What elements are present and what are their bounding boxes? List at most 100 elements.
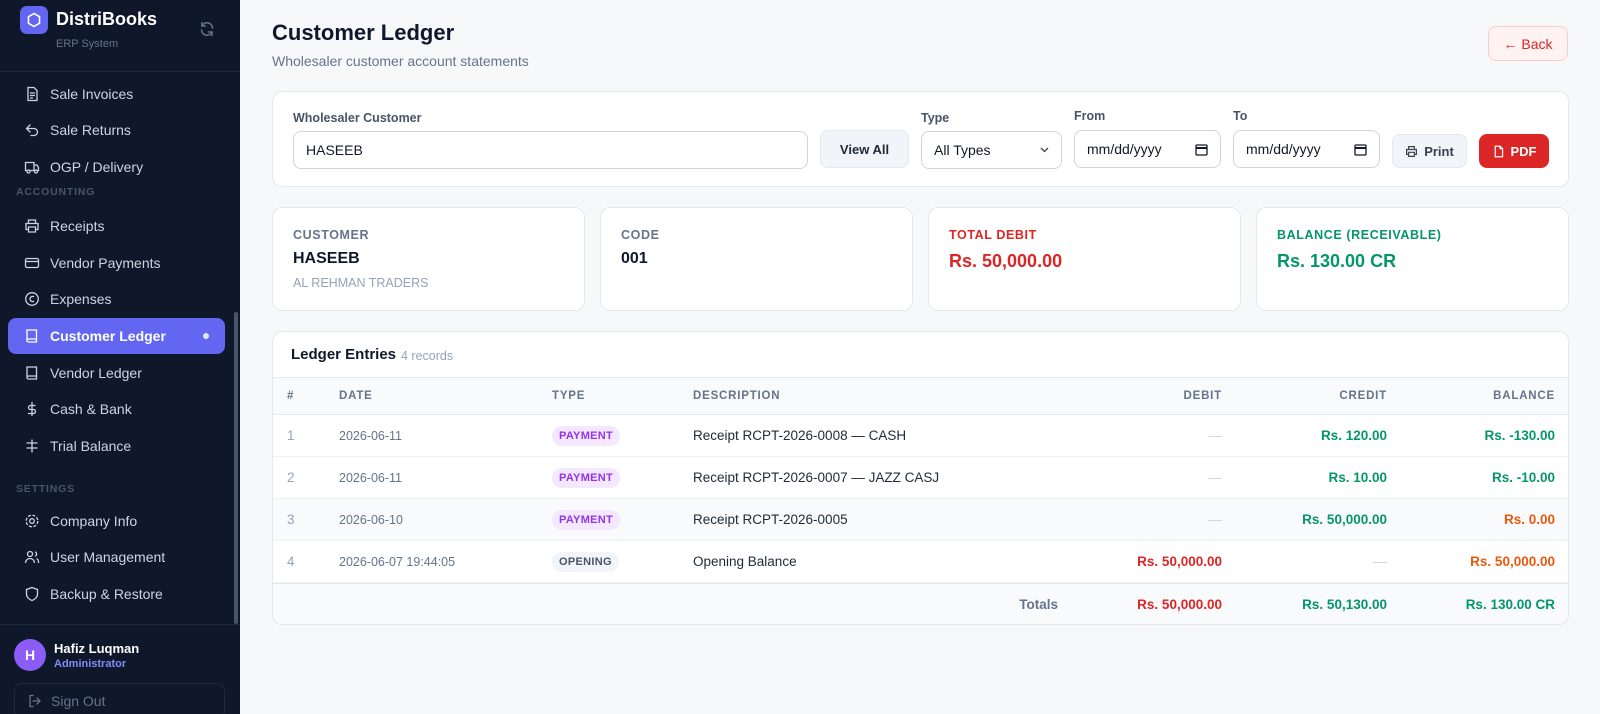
book-icon — [26, 366, 38, 380]
col-header-number: # — [287, 390, 295, 402]
pdf-label: PDF — [1510, 143, 1537, 159]
sidebar-item-label: Backup & Restore — [50, 586, 163, 602]
table-row[interactable]: 4 2026-06-07 19:44:05 OPENING Opening Ba… — [273, 541, 1568, 583]
table-header: # DATE TYPE DESCRIPTION DEBIT CREDIT BAL… — [273, 377, 1568, 415]
sidebar-item-ogp-delivery[interactable]: OGP / Delivery — [8, 149, 225, 185]
totals-label: Totals — [1019, 597, 1058, 612]
logout-icon — [29, 694, 41, 708]
printer-icon — [1406, 145, 1418, 157]
sidebar-item-label: Cash & Bank — [50, 401, 132, 417]
hexagon-logo-icon — [20, 6, 48, 34]
col-header-type: TYPE — [552, 390, 586, 402]
sidebar-scrollbar[interactable] — [234, 312, 238, 624]
row-credit: Rs. 10.00 — [1328, 470, 1387, 485]
active-indicator-dot — [203, 333, 209, 339]
sidebar-item-customer-ledger[interactable]: Customer Ledger — [8, 318, 225, 354]
balance-card: BALANCE (RECEIVABLE) Rs. 130.00 CR — [1256, 207, 1569, 311]
sidebar-item-label: Sale Returns — [50, 122, 131, 138]
page-title: Customer Ledger — [272, 20, 455, 45]
to-field-label: To — [1233, 109, 1248, 123]
sidebar-item-label: Expenses — [50, 291, 112, 307]
book-icon — [26, 329, 38, 343]
refresh-icon[interactable] — [198, 20, 216, 38]
calendar-icon — [1354, 144, 1367, 156]
sidebar-item-vendor-payments[interactable]: Vendor Payments — [8, 245, 225, 281]
print-label: Print — [1424, 143, 1454, 159]
col-header-balance: BALANCE — [1493, 390, 1555, 402]
sidebar-item-label: Company Info — [50, 513, 138, 529]
totals-balance: Rs. 130.00 CR — [1465, 597, 1555, 612]
row-credit: — — [1373, 554, 1388, 569]
row-number: 2 — [287, 470, 295, 485]
row-balance: Rs. 50,000.00 — [1470, 554, 1555, 569]
col-header-debit: DEBIT — [1183, 390, 1222, 402]
brand-subtitle: ERP System — [56, 38, 119, 50]
total-debit-label: TOTAL DEBIT — [949, 228, 1037, 242]
ledger-record-count: 4 records — [401, 349, 454, 363]
type-field-label: Type — [921, 111, 950, 125]
type-badge: PAYMENT — [552, 468, 621, 488]
row-debit: — — [1208, 512, 1223, 527]
code-card-label: CODE — [621, 228, 660, 242]
brand-name: DistriBooks — [56, 9, 158, 29]
scale-icon — [26, 439, 38, 453]
row-date: 2026-06-10 — [339, 513, 403, 527]
page-subtitle: Wholesaler customer account statements — [272, 53, 529, 69]
type-select-value: All Types — [934, 142, 991, 158]
type-select[interactable]: All Types — [921, 131, 1062, 169]
totals-debit: Rs. 50,000.00 — [1137, 597, 1222, 612]
back-button[interactable]: ← Back — [1488, 26, 1568, 61]
to-date-input[interactable]: mm/dd/yyyy — [1233, 130, 1380, 168]
print-button[interactable]: Print — [1392, 134, 1467, 168]
row-description: Opening Balance — [693, 554, 797, 569]
ledger-table-card: Ledger Entries 4 records # DATE TYPE DES… — [272, 331, 1569, 625]
sidebar-item-label: Vendor Payments — [50, 255, 161, 271]
coin-icon — [25, 292, 39, 306]
customer-name: HASEEB — [293, 250, 360, 267]
view-all-button[interactable]: View All — [820, 130, 909, 168]
sidebar-item-label: Trial Balance — [50, 438, 132, 454]
sidebar-item-receipts[interactable]: Receipts — [8, 208, 225, 244]
from-date-input[interactable]: mm/dd/yyyy — [1074, 130, 1221, 168]
sidebar-item-expenses[interactable]: Expenses — [8, 281, 225, 317]
sidebar-item-cash-bank[interactable]: Cash & Bank — [8, 391, 225, 427]
credit-card-icon — [24, 257, 40, 269]
sign-out-button[interactable]: Sign Out — [14, 683, 225, 714]
sidebar-item-vendor-ledger[interactable]: Vendor Ledger — [8, 355, 225, 391]
table-row[interactable]: 3 2026-06-10 PAYMENT Receipt RCPT-2026-0… — [273, 499, 1568, 541]
sidebar-item-sale-invoices[interactable]: Sale Invoices — [8, 76, 225, 112]
table-row[interactable]: 1 2026-06-11 PAYMENT Receipt RCPT-2026-0… — [273, 415, 1568, 457]
user-role: Administrator — [54, 658, 127, 670]
filter-bar: Wholesaler Customer HASEEB View All Type… — [272, 91, 1569, 187]
chevron-down-icon — [1040, 147, 1049, 153]
customer-company: AL REHMAN TRADERS — [293, 276, 429, 290]
sidebar-item-sale-returns[interactable]: Sale Returns — [8, 112, 225, 148]
ledger-title: Ledger Entries — [291, 346, 397, 363]
table-row[interactable]: 2 2026-06-11 PAYMENT Receipt RCPT-2026-0… — [273, 457, 1568, 499]
user-panel: H Hafiz Luqman Administrator Sign Out — [0, 624, 240, 714]
row-number: 3 — [287, 512, 295, 527]
return-arrow-icon — [25, 124, 39, 137]
type-badge: PAYMENT — [552, 426, 621, 446]
user-name: Hafiz Luqman — [54, 641, 140, 656]
row-number: 1 — [287, 428, 295, 443]
sidebar-item-user-management[interactable]: User Management — [8, 539, 225, 575]
totals-credit: Rs. 50,130.00 — [1302, 597, 1387, 612]
customer-input[interactable]: HASEEB — [293, 131, 808, 169]
row-description: Receipt RCPT-2026-0008 — CASH — [693, 428, 907, 443]
calendar-icon — [1195, 144, 1208, 156]
to-date-value: mm/dd/yyyy — [1246, 141, 1321, 157]
from-date-value: mm/dd/yyyy — [1087, 141, 1162, 157]
sidebar: DistriBooks ERP System Sale Invoices Sal… — [0, 0, 240, 714]
row-description: Receipt RCPT-2026-0005 — [693, 512, 848, 527]
customer-input-value: HASEEB — [306, 142, 363, 158]
pdf-button[interactable]: PDF — [1479, 134, 1549, 168]
row-balance: Rs. -130.00 — [1484, 428, 1555, 443]
sidebar-item-label: Sale Invoices — [50, 86, 134, 102]
row-date: 2026-06-07 19:44:05 — [339, 555, 456, 569]
sidebar-item-backup-restore[interactable]: Backup & Restore — [8, 576, 225, 612]
sidebar-item-trial-balance[interactable]: Trial Balance — [8, 428, 225, 464]
row-credit: Rs. 120.00 — [1320, 428, 1387, 443]
row-credit: Rs. 50,000.00 — [1302, 512, 1387, 527]
sidebar-item-company-info[interactable]: Company Info — [8, 503, 225, 539]
